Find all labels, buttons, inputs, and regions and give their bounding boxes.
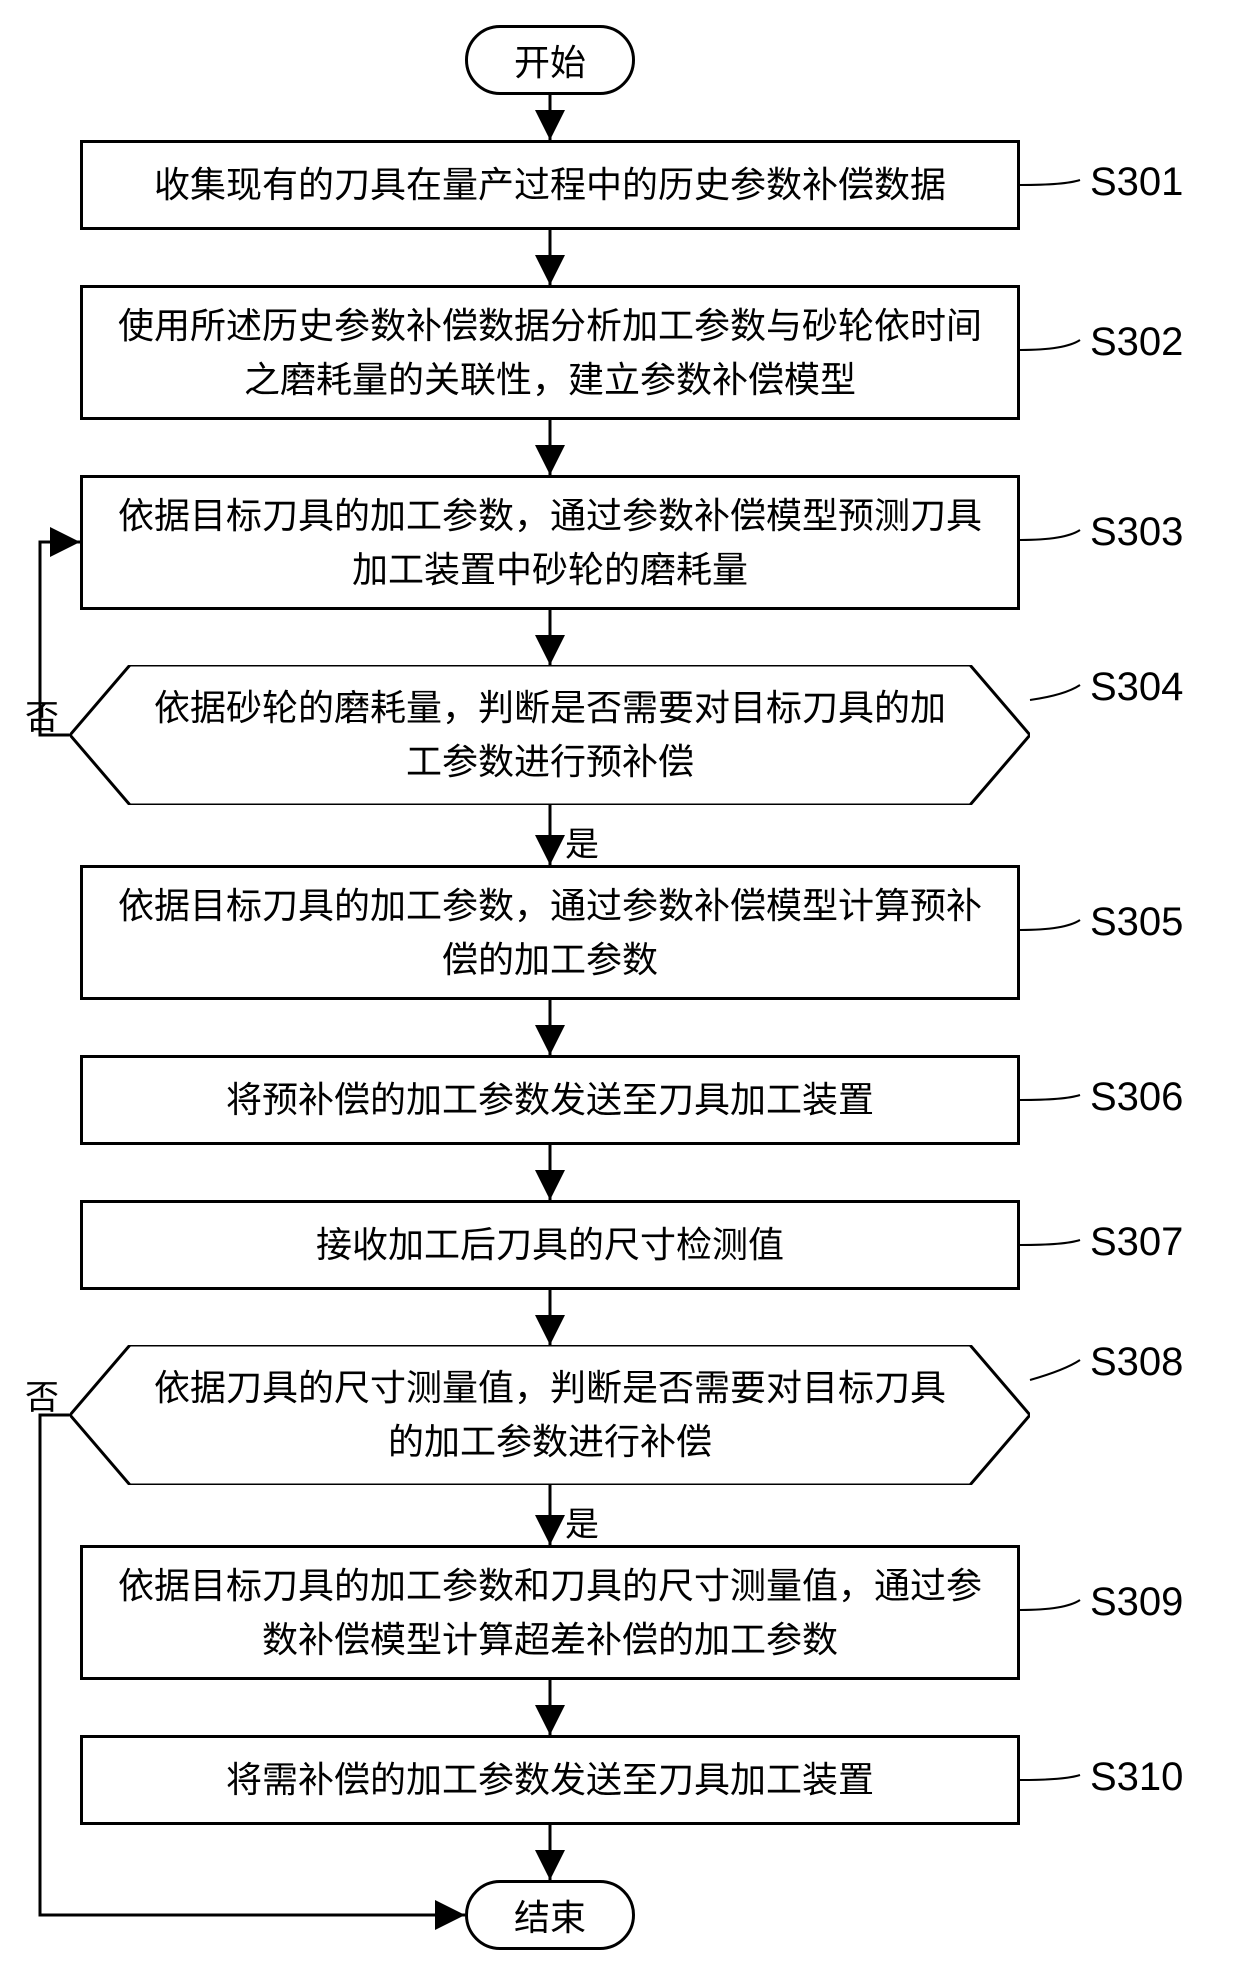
- connectors: [0, 0, 1240, 1970]
- flowchart-container: 开始 收集现有的刀具在量产过程中的历史参数补偿数据 S301 使用所述历史参数补…: [0, 0, 1240, 1970]
